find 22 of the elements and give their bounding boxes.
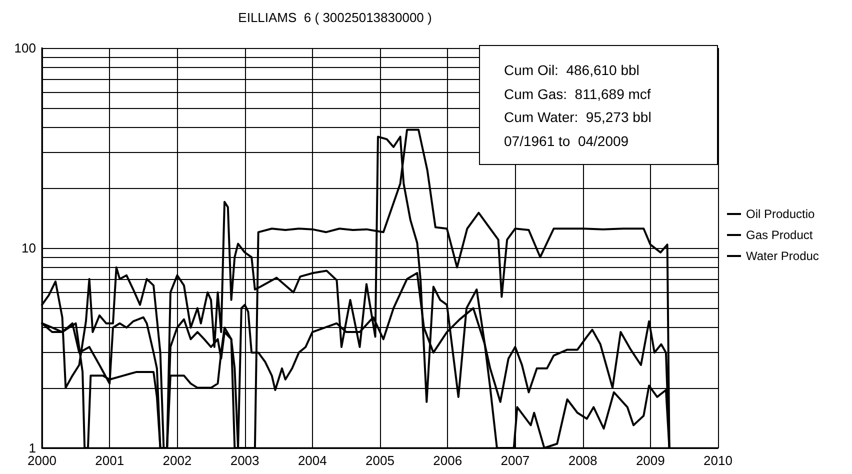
annotation: 07/1961 to 04/2009 (504, 132, 630, 150)
y-tick-label: 1 (28, 440, 36, 456)
x-tick-label: 2003 (230, 453, 260, 468)
x-tick-label: 2000 (28, 453, 56, 468)
annotation: Cum Gas: 811,689 mcf (504, 84, 652, 104)
x-tick-label: 2002 (162, 453, 192, 468)
x-tick-label: 2001 (95, 453, 124, 468)
x-tick-label: 2007 (500, 453, 530, 468)
annotation: Cum Water: 95,273 bbl (504, 108, 652, 127)
legend-label: Gas Product (746, 228, 814, 242)
x-tick-label: 2009 (636, 453, 665, 468)
chart-title: EILLIAMS 6 ( 30025013830000 ) (238, 10, 432, 25)
legend-label: Water Produc (746, 249, 819, 263)
annotation: Cum Oil: 486,610 bbl (504, 61, 640, 80)
x-tick-label: 2004 (298, 453, 327, 468)
y-tick-label: 100 (14, 40, 36, 56)
x-tick-label: 2010 (704, 453, 732, 468)
x-tick-label: 2008 (568, 453, 598, 468)
x-tick-label: 2006 (433, 453, 462, 468)
legend-label: Oil Productio (746, 207, 816, 221)
x-tick-label: 2005 (366, 453, 394, 468)
y-tick-label: 10 (22, 240, 36, 256)
